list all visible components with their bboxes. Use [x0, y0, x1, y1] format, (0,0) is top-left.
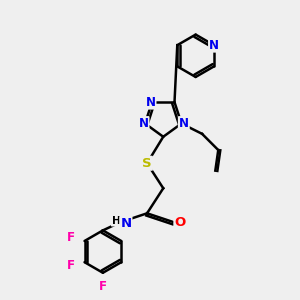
- Text: N: N: [209, 39, 219, 52]
- Text: N: N: [179, 117, 189, 130]
- Text: F: F: [67, 259, 75, 272]
- Text: O: O: [174, 216, 186, 229]
- Text: F: F: [67, 231, 75, 244]
- Text: F: F: [99, 280, 107, 293]
- Text: S: S: [142, 157, 152, 170]
- Text: H: H: [112, 216, 121, 226]
- Text: N: N: [139, 117, 148, 130]
- Text: N: N: [146, 96, 155, 109]
- Text: N: N: [120, 217, 131, 230]
